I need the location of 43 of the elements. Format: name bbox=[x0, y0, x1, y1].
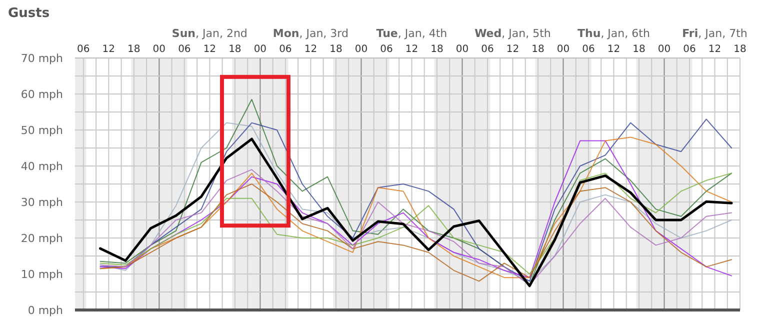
x2-tick-label: Tue, Jan, 4th bbox=[376, 27, 448, 40]
x-tick-label: 12 bbox=[203, 44, 216, 55]
x-tick-label: 18 bbox=[128, 44, 140, 55]
x-tick-label: 00 bbox=[254, 44, 267, 55]
x2-tick-label: Mon, Jan, 3rd bbox=[272, 27, 348, 40]
x-tick-label: 12 bbox=[607, 44, 620, 55]
x-tick-label: 00 bbox=[354, 44, 368, 55]
y-tick-label: 60 mph bbox=[20, 88, 64, 101]
x-tick-label: 18 bbox=[228, 44, 242, 55]
x-tick-label: 06 bbox=[683, 44, 696, 55]
x-tick-label: 06 bbox=[582, 44, 595, 55]
x-tick-label: 00 bbox=[556, 44, 570, 55]
x-tick-label: 12 bbox=[102, 44, 116, 55]
x-tick-label: 06 bbox=[279, 44, 292, 55]
x-tick-label: 06 bbox=[77, 44, 90, 55]
y-tick-label: 50 mph bbox=[20, 124, 64, 137]
x2-tick-label: Sun, Jan, 2nd bbox=[172, 27, 248, 40]
x-tick-label: 00 bbox=[152, 44, 166, 55]
x-tick-label: 18 bbox=[532, 44, 544, 55]
y-tick-label: 20 mph bbox=[20, 232, 64, 245]
y-tick-label: 70 mph bbox=[20, 52, 64, 65]
y-tick-label: 10 mph bbox=[20, 268, 64, 281]
x-tick-label: 06 bbox=[481, 44, 494, 55]
y-tick-label: 0 mph bbox=[28, 304, 64, 317]
x2-tick-label: Fri, Jan, 7th bbox=[682, 27, 748, 40]
x-tick-label: 00 bbox=[658, 44, 671, 55]
x-tick-label: 12 bbox=[405, 44, 418, 55]
x-tick-label: 12 bbox=[708, 44, 722, 55]
x-tick-label: 00 bbox=[456, 44, 469, 55]
x-tick-label: 12 bbox=[506, 44, 520, 55]
x-tick-label: 18 bbox=[632, 44, 646, 55]
x-tick-label: 18 bbox=[734, 44, 746, 55]
line-series bbox=[100, 184, 732, 282]
x-tick-label: 18 bbox=[430, 44, 444, 55]
x-tick-label: 12 bbox=[304, 44, 318, 55]
y-tick-label: 30 mph bbox=[20, 196, 64, 209]
chart-title: Gusts bbox=[8, 6, 50, 21]
x-tick-label: 18 bbox=[330, 44, 342, 55]
x2-tick-label: Wed, Jan, 5th bbox=[474, 27, 551, 40]
y-tick-label: 40 mph bbox=[20, 160, 64, 173]
x-tick-label: 06 bbox=[178, 44, 191, 55]
x-tick-label: 06 bbox=[380, 44, 393, 55]
x2-tick-label: Thu, Jan, 6th bbox=[578, 27, 650, 40]
